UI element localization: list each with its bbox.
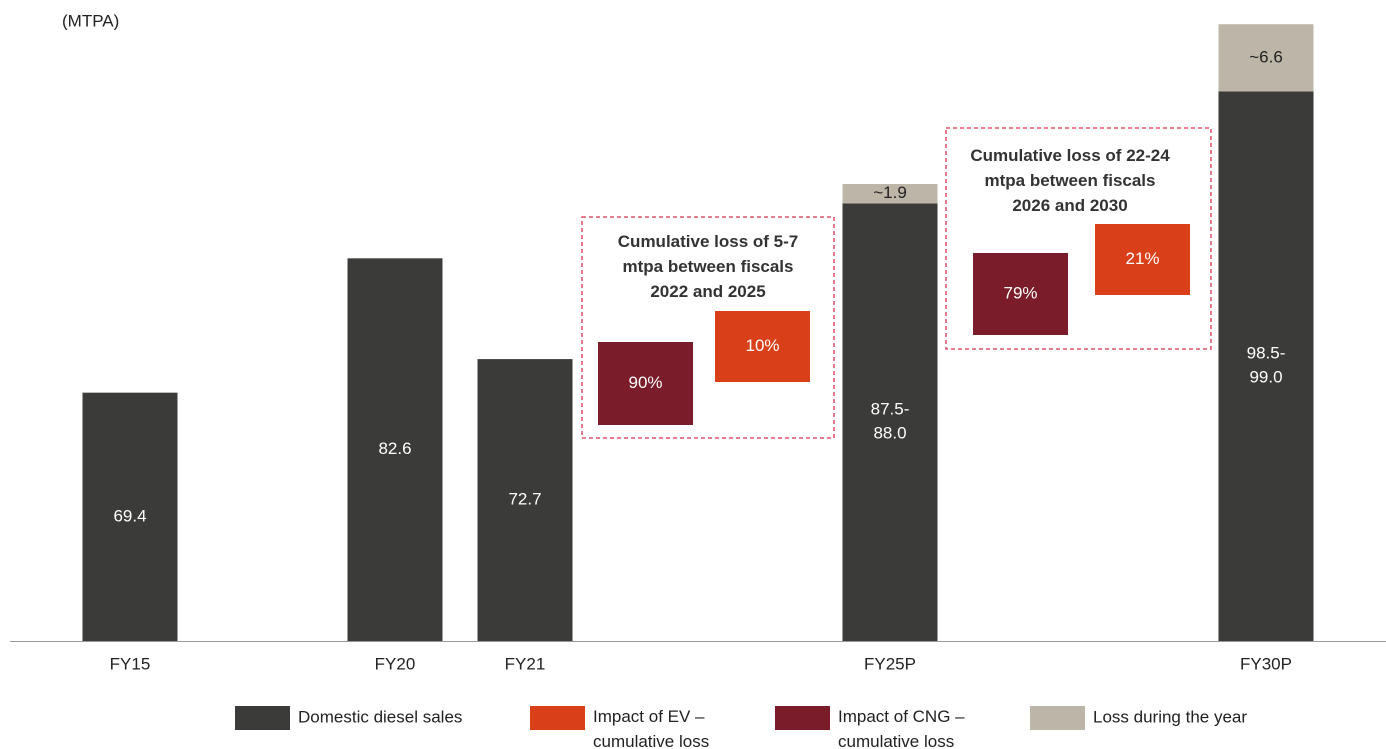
impact-box: [973, 253, 1068, 335]
value-label: 21%: [1125, 249, 1159, 268]
value-label: ~6.6: [1249, 47, 1283, 66]
bar: [842, 203, 938, 641]
annotation-text: Cumulative loss of 5-7 mtpa between fisca…: [618, 232, 798, 301]
bar: [1218, 91, 1314, 641]
impact-box: [598, 342, 693, 425]
bar: [82, 392, 178, 641]
unit-label: (MTPA): [62, 11, 119, 30]
value-label: 79%: [1003, 283, 1037, 302]
value-label: 72.7: [508, 490, 541, 509]
value-label: 10%: [745, 336, 779, 355]
value-label: 90%: [628, 373, 662, 392]
legend-label: Impact of CNG – cumulative loss: [838, 707, 965, 749]
legend-label: Domestic diesel sales: [298, 707, 462, 726]
legend-swatch: [235, 706, 290, 730]
x-tick-label: FY25P: [864, 654, 916, 673]
annotation-box: [945, 127, 1212, 350]
legend-label: Impact of EV – cumulative loss: [593, 707, 709, 749]
annotation-box: [581, 216, 835, 439]
loss-segment: [842, 184, 938, 204]
loss-segment: [1218, 24, 1314, 92]
value-label: 82.6: [378, 439, 411, 458]
value-label: 88.0: [873, 424, 906, 443]
x-tick-label: FY30P: [1240, 654, 1292, 673]
x-tick-label: FY20: [375, 654, 416, 673]
impact-box: [1095, 224, 1190, 295]
legend-swatch: [775, 706, 830, 730]
bar: [477, 359, 573, 641]
value-label: 99.0: [1249, 368, 1282, 387]
value-label: 69.4: [113, 506, 146, 525]
annotation-text: Cumulative loss of 22-24 mtpa between fis…: [970, 146, 1170, 215]
legend-label: Loss during the year: [1093, 707, 1247, 726]
impact-box: [715, 311, 810, 382]
x-tick-label: FY21: [505, 654, 546, 673]
legend-swatch: [1030, 706, 1085, 730]
value-label: ~1.9: [873, 183, 907, 202]
legend-swatch: [530, 706, 585, 730]
value-label: 98.5-: [1247, 344, 1286, 363]
bar: [347, 258, 443, 641]
value-label: 87.5-: [871, 400, 910, 419]
x-tick-label: FY15: [110, 654, 151, 673]
